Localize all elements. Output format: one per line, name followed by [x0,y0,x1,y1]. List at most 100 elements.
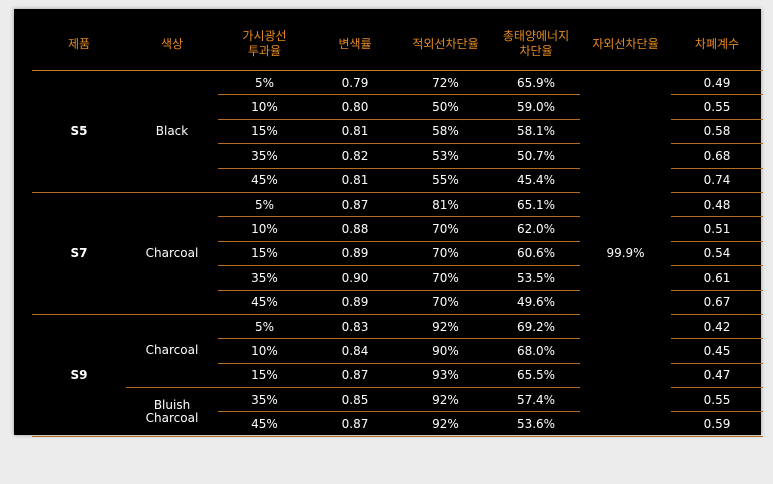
tser-cell: 57.4% [492,387,580,413]
table-row: 15% 0.81 58% 58.1% 0.58 [32,119,763,145]
table-row: 15% 0.87 93% 65.5% 0.47 [32,363,763,389]
spec-table-panel: 제품 색상 가시광선 투과율 변색률 적외선차단율 총태양에너지 차단율 자외선차단… [14,9,763,437]
tser-cell: 50.7% [492,143,580,169]
discolor-cell: 0.89 [311,241,399,267]
color-cell: Bluish Charcoal [126,387,218,437]
film-spec-table: 제품 색상 가시광선 투과율 변색률 적외선차단율 총태양에너지 차단율 자외선차단… [32,18,763,437]
vlt-cell: 15% [218,241,311,267]
uv-cell: 99.9% [580,70,671,437]
product-cell: S9 [32,314,126,437]
shading-cell: 0.68 [671,143,763,169]
vlt-cell: 45% [218,290,311,315]
vlt-cell: 10% [218,216,311,242]
table-row: 45% 0.89 70% 49.6% 0.67 [32,290,763,315]
tser-cell: 65.9% [492,70,580,96]
tser-cell: 59.0% [492,94,580,120]
discolor-cell: 0.87 [311,192,399,218]
vlt-cell: 10% [218,94,311,120]
color-cell: Black [126,70,218,193]
color-cell: Charcoal [126,192,218,315]
shading-cell: 0.61 [671,265,763,291]
vlt-cell: 10% [218,338,311,364]
shading-cell: 0.74 [671,168,763,193]
vlt-cell: 5% [218,192,311,218]
tser-cell: 53.6% [492,411,580,437]
table-row: S9 Charcoal 5% 0.83 92% 69.2% 0.42 [32,314,763,437]
tser-cell: 60.6% [492,241,580,267]
ir-cell: 70% [399,241,492,267]
header-ir: 적외선차단율 [399,18,492,71]
shading-cell: 0.51 [671,216,763,242]
discolor-cell: 0.80 [311,94,399,120]
discolor-cell: 0.87 [311,411,399,437]
shading-cell: 0.54 [671,241,763,267]
shading-cell: 0.67 [671,290,763,315]
ir-cell: 55% [399,168,492,193]
header-uv: 자외선차단율 [580,18,671,71]
vlt-cell: 15% [218,119,311,145]
discolor-cell: 0.87 [311,363,399,389]
table-row: S5 Black 5% 0.79 72% 65.9% 99.9% 0.49 [32,70,763,437]
vlt-cell: 5% [218,314,311,340]
ir-cell: 90% [399,338,492,364]
ir-cell: 72% [399,70,492,96]
ir-cell: 92% [399,387,492,413]
vlt-cell: 35% [218,265,311,291]
table-row: S7 Charcoal 5% 0.87 81% 65.1% 0.48 [32,192,763,315]
ir-cell: 58% [399,119,492,145]
tser-cell: 49.6% [492,290,580,315]
tser-cell: 68.0% [492,338,580,364]
tser-cell: 62.0% [492,216,580,242]
table-row: 35% 0.82 53% 50.7% 0.68 [32,143,763,169]
shading-cell: 0.48 [671,192,763,218]
ir-cell: 50% [399,94,492,120]
shading-cell: 0.47 [671,363,763,389]
table-row: 45% 0.87 92% 53.6% 0.59 [32,411,763,437]
ir-cell: 92% [399,314,492,340]
color-cell: Charcoal [126,314,218,389]
vlt-cell: 35% [218,387,311,413]
shading-cell: 0.58 [671,119,763,145]
table-row: 10% 0.88 70% 62.0% 0.51 [32,216,763,242]
vlt-cell: 5% [218,70,311,96]
tser-cell: 65.5% [492,363,580,389]
shading-cell: 0.55 [671,94,763,120]
shading-cell: 0.59 [671,411,763,437]
tser-cell: 53.5% [492,265,580,291]
table-row: Bluish Charcoal 35% 0.85 92% 57.4% 0.55 [32,387,763,437]
tser-cell: 69.2% [492,314,580,340]
table-row: 35% 0.90 70% 53.5% 0.61 [32,265,763,291]
ir-cell: 70% [399,290,492,315]
header-color: 색상 [126,18,218,71]
header-tser: 총태양에너지 차단율 [492,18,580,71]
discolor-cell: 0.83 [311,314,399,340]
header-vlt: 가시광선 투과율 [218,18,311,71]
table-row: 10% 0.80 50% 59.0% 0.55 [32,94,763,120]
ir-cell: 81% [399,192,492,218]
shading-cell: 0.55 [671,387,763,413]
ir-cell: 70% [399,216,492,242]
table-row: 45% 0.81 55% 45.4% 0.74 [32,168,763,193]
ir-cell: 92% [399,411,492,437]
table-row: 15% 0.89 70% 60.6% 0.54 [32,241,763,267]
product-cell: S7 [32,192,126,315]
discolor-cell: 0.82 [311,143,399,169]
shading-cell: 0.49 [671,70,763,96]
ir-cell: 53% [399,143,492,169]
discolor-cell: 0.89 [311,290,399,315]
discolor-cell: 0.81 [311,119,399,145]
discolor-cell: 0.84 [311,338,399,364]
vlt-cell: 35% [218,143,311,169]
header-shading: 차폐계수 [671,18,763,71]
header-discolor: 변색률 [311,18,399,71]
tser-cell: 58.1% [492,119,580,145]
tser-cell: 45.4% [492,168,580,193]
discolor-cell: 0.88 [311,216,399,242]
vlt-cell: 45% [218,411,311,437]
ir-cell: 70% [399,265,492,291]
shading-cell: 0.42 [671,314,763,340]
discolor-cell: 0.90 [311,265,399,291]
product-cell: S5 [32,70,126,193]
header-product: 제품 [32,18,126,71]
